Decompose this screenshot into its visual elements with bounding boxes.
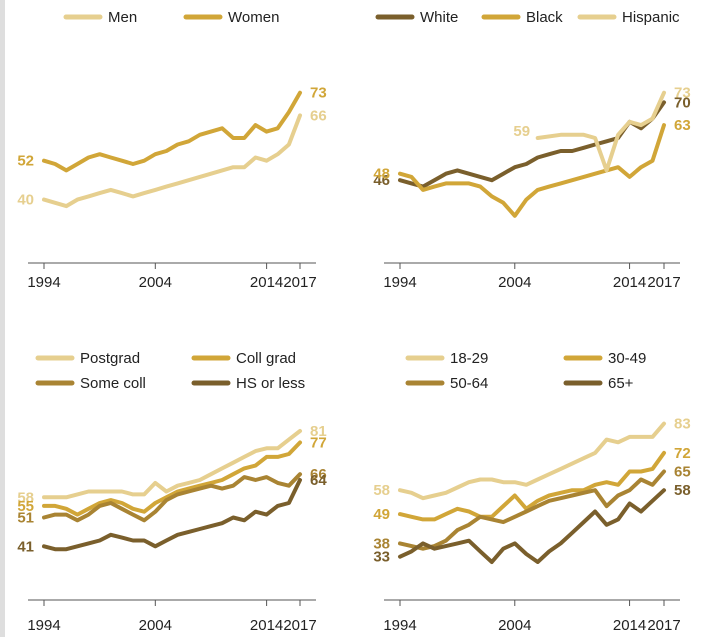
x-tick-label-2-2: 2004 — [498, 274, 531, 291]
x-tick-label-1-2: 2004 — [139, 274, 172, 291]
series-line-2-3 — [535, 90, 666, 173]
start-label-4-4: 33 — [373, 549, 390, 566]
end-label-2-1: 70 — [674, 94, 691, 111]
x-tick-label-1-3: 2014 — [250, 274, 283, 291]
series-line-1-2 — [42, 90, 302, 173]
end-label-1-1: 66 — [310, 107, 327, 124]
end-label-4-3: 65 — [674, 464, 691, 481]
end-label-2-2: 63 — [674, 117, 691, 134]
legend-label-4-3: 50-64 — [450, 375, 488, 392]
series-line-4-3 — [398, 469, 666, 551]
series-line-4-4 — [398, 488, 666, 564]
start-label-4-1: 58 — [373, 482, 390, 499]
legend-label-2-3: Hispanic — [622, 9, 680, 26]
end-label-4-4: 58 — [674, 482, 691, 499]
x-tick-label-4-4: 2017 — [647, 617, 680, 634]
x-tick-label-4-3: 2014 — [613, 617, 646, 634]
x-tick-label-3-2: 2004 — [139, 617, 172, 634]
end-label-3-1: 81 — [310, 423, 327, 440]
legend-label-3-3: Some coll — [80, 375, 146, 392]
x-tick-label-4-2: 2004 — [498, 617, 531, 634]
end-label-1-2: 73 — [310, 85, 327, 102]
start-label-3-4: 41 — [17, 538, 34, 555]
series-line-3-2 — [42, 440, 302, 517]
start-label-3-1: 58 — [17, 489, 34, 506]
legend-label-3-1: Postgrad — [80, 350, 140, 367]
legend-label-2-1: White — [420, 9, 458, 26]
series-line-4-1 — [398, 421, 666, 501]
x-tick-label-2-1: 1994 — [383, 274, 416, 291]
x-tick-label-3-3: 2014 — [250, 617, 283, 634]
x-tick-label-3-4: 2017 — [283, 617, 316, 634]
end-label-4-1: 83 — [674, 416, 691, 433]
start-label-2-3: 59 — [513, 123, 530, 140]
legend-label-1-2: Women — [228, 9, 279, 26]
x-tick-label-3-1: 1994 — [27, 617, 60, 634]
x-tick-label-1-4: 2017 — [283, 274, 316, 291]
legend-label-3-2: Coll grad — [236, 350, 296, 367]
legend-label-1-1: Men — [108, 9, 137, 26]
start-label-3-3: 51 — [17, 509, 34, 526]
x-tick-label-4-1: 1994 — [383, 617, 416, 634]
start-label-1-1: 40 — [17, 192, 34, 209]
end-label-3-2: 77 — [310, 434, 327, 451]
series-line-1-1 — [42, 113, 302, 209]
legend-label-2-2: Black — [526, 9, 563, 26]
legend-label-4-2: 30-49 — [608, 350, 646, 367]
start-label-4-2: 49 — [373, 506, 390, 523]
series-line-4-2 — [398, 450, 666, 522]
start-label-2-2: 48 — [373, 166, 390, 183]
left-border — [0, 0, 5, 637]
legend-label-4-4: 65+ — [608, 375, 634, 392]
x-tick-label-1-1: 1994 — [27, 274, 60, 291]
end-label-3-4: 64 — [310, 472, 327, 489]
series-line-3-4 — [42, 478, 302, 552]
x-tick-label-2-4: 2017 — [647, 274, 680, 291]
legend-label-3-4: HS or less — [236, 375, 305, 392]
start-label-1-2: 52 — [17, 153, 34, 170]
start-label-2-1: 46 — [373, 172, 390, 189]
x-tick-label-2-3: 2014 — [613, 274, 646, 291]
end-label-4-2: 72 — [674, 445, 691, 462]
series-line-2-2 — [398, 123, 666, 218]
start-label-3-2: 55 — [17, 498, 34, 515]
end-label-2-3: 73 — [674, 85, 691, 102]
start-label-4-3: 38 — [373, 535, 390, 552]
series-line-3-3 — [42, 472, 302, 523]
end-label-3-3: 66 — [310, 466, 327, 483]
series-line-3-1 — [42, 429, 302, 500]
legend-label-4-1: 18-29 — [450, 350, 488, 367]
